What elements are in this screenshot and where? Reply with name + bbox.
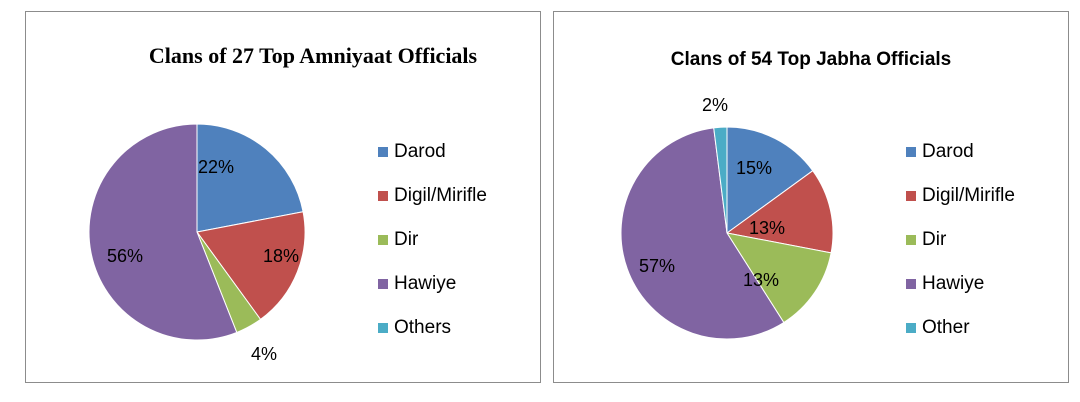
pie-slice-dir <box>725 232 832 324</box>
legend-item-digil-mirifle: Digil/Mirifle <box>378 174 487 218</box>
legend-swatch <box>906 147 916 157</box>
legend-swatch <box>906 235 916 245</box>
slice-label-dir: 13% <box>743 270 779 290</box>
chart-title: Clans of 54 Top Jabha Officials <box>670 49 952 70</box>
legend-label: Darod <box>394 141 446 162</box>
chart-title: Clans of 27 Top Amniyaat Officials <box>148 43 478 68</box>
slice-label-digil-mirifle: 13% <box>749 218 785 238</box>
legend-item-other: Other <box>906 306 1015 350</box>
legend-item-hawiye: Hawiye <box>906 262 1015 306</box>
legend-swatch <box>906 191 916 201</box>
legend-swatch <box>378 147 388 157</box>
legend-label: Dir <box>922 229 947 250</box>
legend-label: Darod <box>922 141 974 162</box>
legend-label: Other <box>922 317 970 338</box>
legend-swatch <box>378 191 388 201</box>
legend-label: Hawiye <box>922 273 985 294</box>
pie-slice-digil-mirifle <box>725 169 834 254</box>
legend-label: Digil/Mirifle <box>922 185 1015 206</box>
pie-slice-digil-mirifle <box>196 211 306 321</box>
pie-slice-hawiye <box>88 123 238 341</box>
pie-slice-other <box>713 126 728 234</box>
legend-label: Dir <box>394 229 419 250</box>
legend-item-hawiye: Hawiye <box>378 262 487 306</box>
pie-slice-darod <box>726 126 814 234</box>
slice-label-other: 2% <box>702 95 728 115</box>
slice-label-digil-mirifle: 18% <box>263 246 299 266</box>
pie-chart-amniyaat: 22% 18% 4% 56% <box>88 123 306 364</box>
slice-label-dir: 4% <box>251 344 277 364</box>
legend-item-dir: Dir <box>906 218 1015 262</box>
legend-swatch <box>906 279 916 289</box>
legend-label: Digil/Mirifle <box>394 185 487 206</box>
slice-label-hawiye: 56% <box>107 246 143 266</box>
chart-panel-jabha: Clans of 54 Top Jabha Officials 15% 13% 13… <box>553 11 1069 383</box>
chart-panel-amniyaat: Clans of 27 Top Amniyaat Officials 22% 18… <box>25 11 541 383</box>
legend-jabha: Darod Digil/Mirifle Dir Hawiye Other <box>906 130 1015 350</box>
legend-item-darod: Darod <box>906 130 1015 174</box>
legend-item-darod: Darod <box>378 130 487 174</box>
legend-swatch <box>906 323 916 333</box>
legend-swatch <box>378 235 388 245</box>
legend-item-digil-mirifle: Digil/Mirifle <box>906 174 1015 218</box>
legend-item-others: Others <box>378 306 487 350</box>
legend-label: Others <box>394 317 452 338</box>
pie-slice-hawiye <box>620 127 785 340</box>
legend-item-dir: Dir <box>378 218 487 262</box>
slice-label-hawiye: 57% <box>639 256 675 276</box>
legend-swatch <box>378 279 388 289</box>
pie-slice-darod <box>196 123 304 233</box>
pie-chart-jabha: 15% 13% 13% 57% 2% <box>620 95 834 340</box>
legend-amniyaat: Darod Digil/Mirifle Dir Hawiye Others <box>378 130 487 350</box>
legend-label: Hawiye <box>394 273 457 294</box>
slice-label-darod: 22% <box>198 157 234 177</box>
legend-swatch <box>378 323 388 333</box>
slice-label-darod: 15% <box>736 158 772 178</box>
